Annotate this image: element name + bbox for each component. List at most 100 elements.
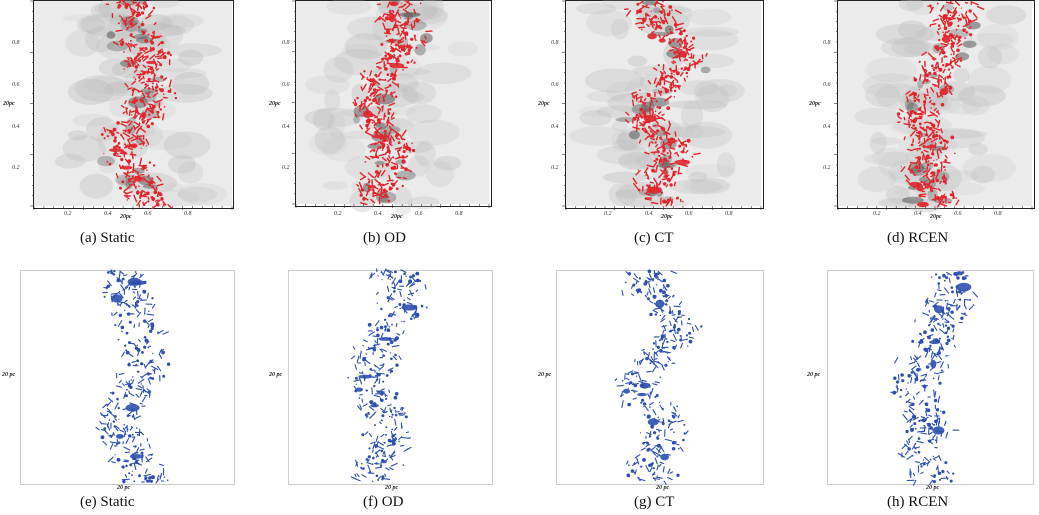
filament-segment [153,72,157,77]
filament-segment [375,441,379,449]
filament-segment [965,10,968,15]
filament-clump [945,276,949,280]
filament-clump [126,199,129,201]
filament-clump [947,42,950,45]
filament-clump [405,22,409,26]
filament-segment [152,100,157,104]
filament-clump [634,461,636,464]
filament-clump [659,288,663,293]
x-tick-2: 0.4 [914,211,922,217]
filament-clump [135,190,140,195]
filament-clump [659,314,662,317]
filament-clump [901,379,905,383]
filament-clump [946,338,951,343]
filament-clump [656,106,659,109]
filament-segment [366,78,372,83]
filament-segment [365,183,370,187]
filament-segment [388,38,394,43]
filament-clump [657,475,659,477]
filament-segment [667,141,674,146]
dense-clump [133,175,143,182]
filament-clump [678,47,681,49]
filament-clump [671,414,674,417]
filament-clump [110,270,113,272]
filament-clump [928,71,932,75]
filament-clump [142,179,144,182]
gas-cloud [682,29,739,51]
filament-segment [406,297,411,301]
filament-segment [103,127,107,133]
filament-clump [142,289,147,294]
filament-clump [947,20,950,23]
filament-clump [944,299,947,302]
filament-clump [131,12,135,16]
filament-clump [141,112,146,117]
filament-segment [139,47,145,52]
filament-segment [378,365,384,371]
filament-clump [111,132,115,137]
panel-c: 0.8 0.6 0.4 0.2 20pc 0.2 0.4 0.6 0.8 20p… [520,0,780,260]
filament-clump [389,352,392,354]
filament-segment [923,425,926,432]
filament-segment [644,406,649,412]
filament-clump [138,13,142,17]
filament-segment [130,10,135,14]
filament-clump [116,457,121,462]
filament-clump [668,357,671,359]
filament-clump [683,59,686,62]
filament-clump [637,169,639,171]
filament-segment [915,131,920,135]
filament-clump [686,138,691,143]
filament-clump [388,84,392,87]
filament-segment [904,174,910,181]
y-axis-label: 20 pc [2,372,16,378]
filament-segment [659,461,665,465]
filament-clump [951,66,954,69]
filament-clump [673,76,675,79]
filament-segment [661,113,665,116]
filament-clump [113,269,116,273]
filament-segment [138,113,143,120]
filament-segment [109,441,118,444]
gas-cloud [862,73,920,98]
filament-clump [684,66,688,70]
filament-segment [373,343,376,351]
filament-segment [649,96,654,104]
filament-clump [420,304,424,308]
filament-segment [631,99,635,107]
filament-segment [905,392,910,397]
filament-clump [926,163,930,167]
filament-segment [655,143,659,148]
caption-d: (d) RCEN [887,230,949,246]
filament-clump [159,108,162,111]
filament-segment [125,195,130,200]
filament-segment [147,91,150,96]
gas-cloud [167,154,196,174]
filament-clump [659,26,663,30]
filament-segment [393,68,398,75]
filament-segment [396,10,401,17]
filament-clump [144,83,148,86]
filament-clump [399,17,402,19]
filament-clump [663,176,665,178]
filament-clump [137,433,139,436]
filament-segment [661,314,666,320]
plot-frame [288,270,493,485]
filament-segment [956,305,961,311]
filament-segment [382,182,389,187]
filament-clump [665,338,668,340]
filament-segment [356,183,360,187]
filament-segment [127,136,134,141]
filament-clump [639,432,642,434]
filament-segment [130,109,139,113]
filament-clump [941,469,945,474]
filament-clump [401,155,405,159]
filament-clump [415,46,418,49]
filament-segment [394,418,397,426]
filament-segment [413,313,419,320]
filament-clump [386,57,389,60]
filament-segment [141,32,146,36]
filament-segment [362,83,367,90]
filament-segment [137,54,144,60]
filament-segment [669,147,676,150]
